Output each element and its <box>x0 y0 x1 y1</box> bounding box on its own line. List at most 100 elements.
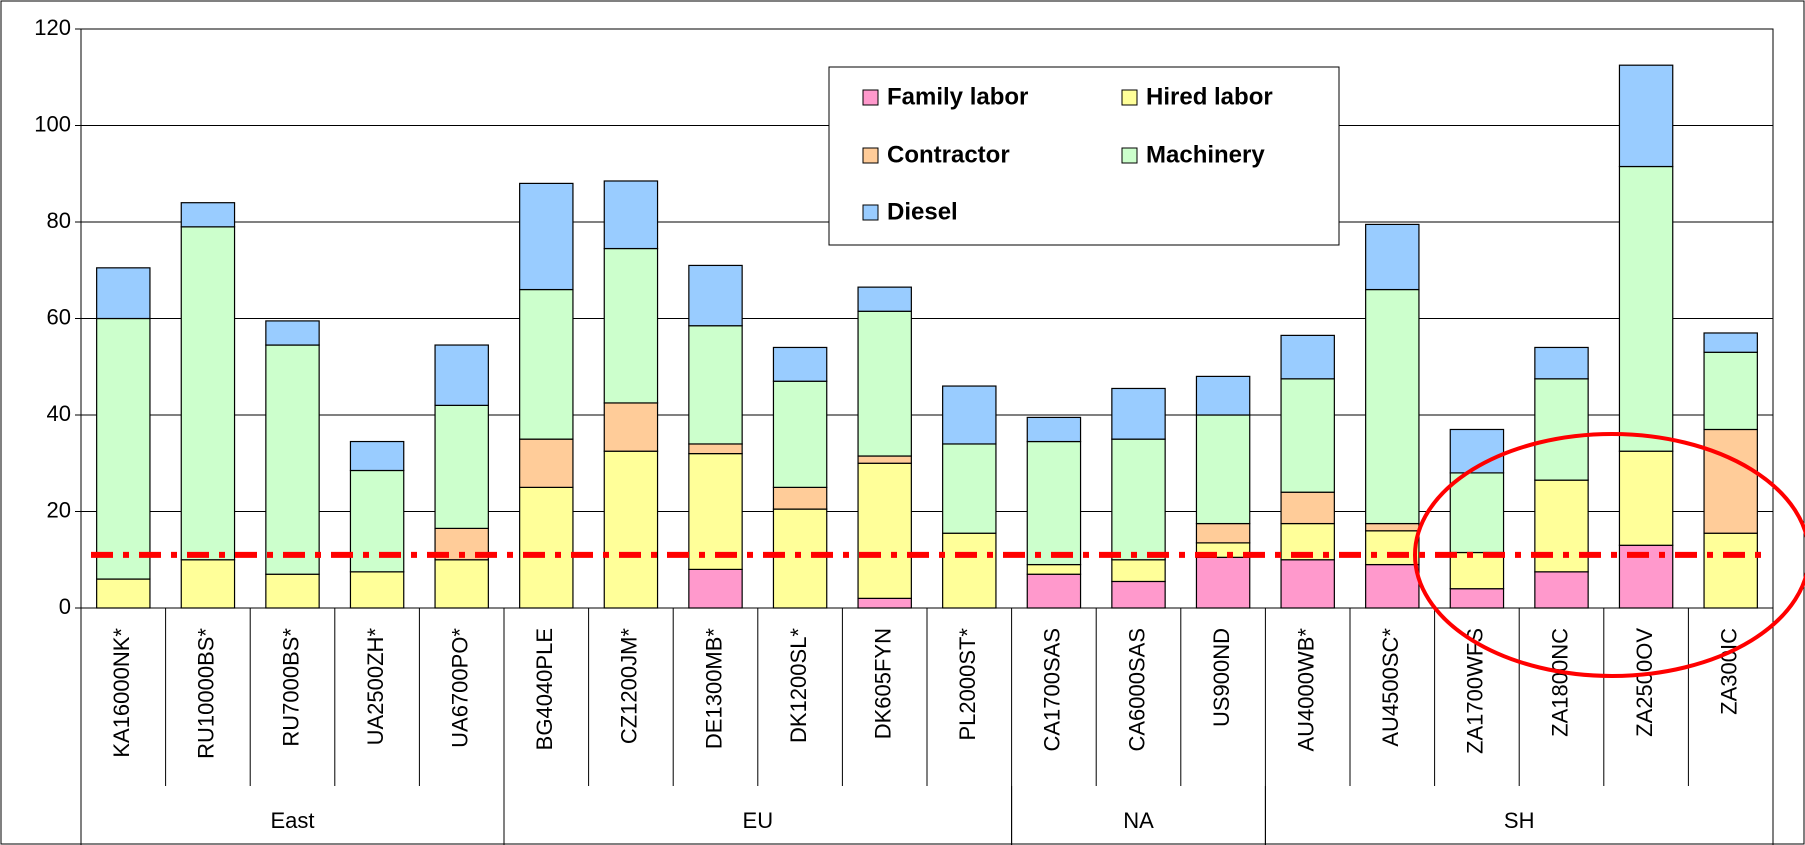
bar-segment <box>1111 580 1166 609</box>
y-tick-label: 20 <box>47 497 71 522</box>
bar-segment <box>688 568 743 609</box>
bar-segment <box>1449 588 1505 609</box>
y-tick-label: 0 <box>59 594 71 619</box>
bar-segment <box>1195 375 1251 416</box>
bar-segment <box>1111 438 1166 561</box>
bar-segment <box>1703 428 1758 534</box>
highlight-ellipse <box>1413 432 1805 678</box>
legend: Family labor Hired labor Contractor Machine… <box>828 66 1340 246</box>
bar-segment <box>1111 559 1166 583</box>
bar-segment <box>688 325 743 445</box>
legend-label: Contractor <box>887 141 1010 168</box>
x-tick-label: DE1300MB* <box>701 628 726 750</box>
x-tick-label: RU7000BS* <box>278 628 303 747</box>
x-tick-label: CA1700SAS <box>1040 628 1065 752</box>
legend-label: Diesel <box>887 198 958 225</box>
bar-segment <box>1026 416 1082 443</box>
bar-segment <box>519 438 574 488</box>
y-tick-label: 60 <box>47 304 71 329</box>
y-tick-label: 100 <box>34 111 71 136</box>
legend-swatch <box>862 147 879 164</box>
bar-segment <box>96 317 151 580</box>
bar-segment <box>180 226 236 561</box>
legend-box <box>828 66 1340 246</box>
group-label: SH <box>1504 808 1535 833</box>
y-tick-label: 40 <box>47 401 71 426</box>
bar-segment <box>1449 551 1505 590</box>
bar-segment <box>857 310 912 457</box>
bar-segment <box>96 578 151 609</box>
bar-segment <box>1534 571 1589 609</box>
bar-segment <box>1365 223 1420 291</box>
bar-segment <box>1449 472 1505 554</box>
bar-segment <box>1195 522 1251 544</box>
group-label: East <box>270 808 314 833</box>
bar-segment <box>1280 334 1335 380</box>
bar-segment <box>265 320 320 346</box>
x-tick-label: UA6700PO* <box>448 628 473 748</box>
x-tick-label: AU4500SC* <box>1378 628 1403 747</box>
group-label: EU <box>743 808 774 833</box>
x-tick-label: CZ1200JM* <box>617 628 642 745</box>
bar-segment <box>688 264 743 327</box>
bar-segment <box>434 559 489 609</box>
y-tick-label: 120 <box>34 15 71 40</box>
bar-segment <box>688 443 743 455</box>
bar-segment <box>857 462 912 599</box>
x-tick-label: US900ND <box>1209 628 1234 727</box>
bar-segment <box>265 573 320 609</box>
bar-segment <box>1280 491 1335 525</box>
bar-segment <box>857 455 912 464</box>
bar-segment <box>772 346 828 382</box>
x-tick-label: ZA2500OV <box>1632 628 1657 737</box>
bar-segment <box>434 344 489 406</box>
x-tick-label: ZA300IC <box>1717 628 1742 715</box>
x-tick-label: CA6000SAS <box>1124 628 1149 752</box>
bar-segment <box>1703 332 1758 353</box>
bar-segment <box>1111 387 1166 440</box>
legend-swatch <box>862 204 879 221</box>
legend-swatch <box>1121 89 1138 106</box>
bar-segment <box>857 597 912 609</box>
x-tick-label: ZA1800NC <box>1547 628 1572 737</box>
bar-segment <box>772 508 828 609</box>
bar-segment <box>434 404 489 529</box>
x-tick-label: DK1200SL* <box>786 628 811 743</box>
bar-segment <box>1195 556 1251 609</box>
bar-segment <box>1703 532 1758 609</box>
bar-segment <box>1618 165 1674 452</box>
bar-segment <box>1365 288 1420 525</box>
bar-segment <box>265 344 320 575</box>
bar-segment <box>603 247 659 404</box>
bar-segment <box>942 385 997 445</box>
x-tick-label: BG4040PLE <box>532 628 557 750</box>
x-tick-label: UA2500ZH* <box>363 628 388 746</box>
bar-segment <box>1280 378 1335 493</box>
x-tick-label: KA16000NK* <box>109 628 134 758</box>
x-tick-label: RU10000BS* <box>194 628 219 759</box>
group-label: NA <box>1123 808 1154 833</box>
bar-segment <box>519 486 574 609</box>
legend-label: Machinery <box>1146 141 1265 168</box>
bar-segment <box>519 288 574 440</box>
bar-segment <box>603 450 659 609</box>
legend-label: Hired labor <box>1146 83 1273 110</box>
bar-segment <box>349 440 405 472</box>
bar-segment <box>772 380 828 488</box>
bar-segment <box>349 571 405 609</box>
legend-swatch <box>862 89 879 106</box>
bar-segment <box>1365 530 1420 566</box>
y-tick-label: 80 <box>47 208 71 233</box>
bar-segment <box>857 286 912 312</box>
bar-segment <box>1703 351 1758 431</box>
bar-segment <box>96 267 151 320</box>
bar-segment <box>1618 450 1674 546</box>
x-tick-label: AU4000WB* <box>1294 628 1319 752</box>
bar-segment <box>942 443 997 534</box>
bar-segment <box>1026 440 1082 566</box>
bar-segment <box>1365 563 1420 609</box>
bar-segment <box>772 486 828 510</box>
bar-segment <box>1026 563 1082 575</box>
bar-segment <box>1618 64 1674 168</box>
